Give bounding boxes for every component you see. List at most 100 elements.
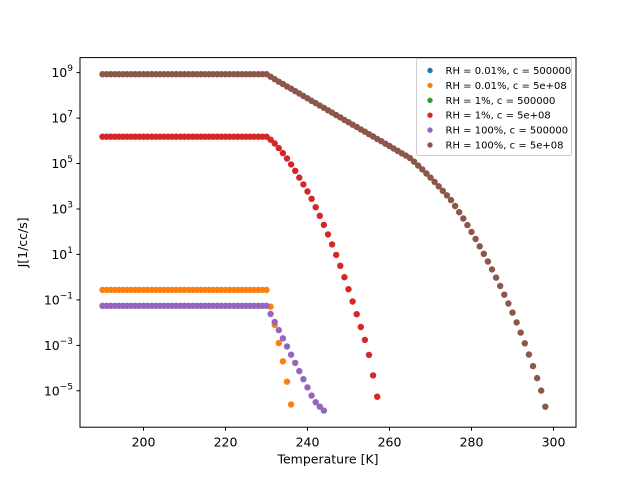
data-point [320, 221, 328, 229]
x-tick-label: 220 [214, 435, 238, 450]
data-point [410, 158, 418, 165]
data-point [283, 343, 291, 350]
data-point [427, 174, 434, 181]
y-tick-label: 109 [51, 64, 73, 80]
y-tick-label: 107 [51, 110, 73, 126]
data-point [275, 339, 282, 347]
data-point [419, 166, 426, 173]
legend-label: RH = 0.01%, c = 5e+08 [446, 81, 567, 92]
legend-label: RH = 100%, c = 5e+08 [446, 141, 564, 152]
data-point [464, 221, 471, 229]
data-point [279, 335, 287, 342]
data-point [492, 274, 500, 281]
data-point [333, 251, 340, 259]
data-point [439, 187, 446, 194]
data-point [304, 188, 311, 195]
data-point [529, 362, 537, 370]
data-point [361, 336, 369, 344]
data-point [468, 228, 475, 236]
legend [416, 58, 572, 156]
x-tick-label: 240 [296, 435, 320, 450]
data-point [296, 174, 303, 181]
data-point [476, 243, 483, 250]
data-point [263, 286, 270, 294]
y-tick-label: 105 [51, 155, 73, 171]
data-point [320, 407, 328, 414]
data-point [292, 167, 299, 174]
data-point [324, 231, 332, 238]
data-point [460, 215, 467, 222]
data-point [287, 161, 295, 168]
data-point [263, 302, 270, 309]
legend-swatch [427, 82, 433, 89]
data-point [275, 326, 282, 334]
legend-label: RH = 100%, c = 500000 [446, 126, 569, 137]
x-tick-label: 260 [378, 435, 402, 450]
data-point [497, 282, 504, 290]
x-tick-label: 300 [542, 435, 566, 450]
data-point [341, 274, 348, 281]
data-point [513, 319, 520, 326]
data-point [447, 196, 455, 204]
data-point [365, 351, 373, 359]
data-point [300, 181, 307, 188]
data-point [312, 399, 319, 406]
data-point [472, 235, 479, 243]
data-point [423, 170, 430, 177]
data-point [271, 140, 278, 147]
y-tick-label: 10−3 [44, 337, 73, 353]
data-point [431, 178, 438, 186]
y-tick-label: 10−5 [44, 382, 73, 398]
data-point [435, 183, 442, 190]
data-point [374, 393, 381, 400]
data-point [517, 329, 524, 336]
data-point [480, 250, 487, 257]
data-point [287, 401, 295, 408]
data-point [369, 372, 377, 379]
data-point [267, 136, 274, 143]
x-axis-label: Temperature [K] [276, 452, 378, 467]
data-point [308, 392, 315, 399]
data-point [316, 212, 323, 219]
x-tick-label: 200 [132, 435, 156, 450]
data-point [304, 384, 311, 391]
data-point [451, 202, 459, 210]
data-point [267, 310, 274, 318]
data-point [484, 258, 492, 265]
data-point [283, 378, 291, 385]
data-point [406, 154, 414, 162]
legend-swatch [427, 127, 433, 133]
y-tick-label: 10−1 [44, 291, 73, 307]
legend-swatch [427, 97, 433, 104]
data-point [296, 367, 303, 375]
data-point [345, 286, 352, 293]
data-point [509, 309, 516, 316]
plot-border [79, 57, 577, 428]
data-point [505, 300, 512, 307]
data-point [542, 403, 549, 410]
data-point [533, 374, 541, 382]
data-point [456, 209, 463, 216]
data-point [443, 192, 451, 199]
data-point [357, 323, 364, 331]
legend-swatch [427, 142, 433, 148]
data-point [328, 241, 336, 248]
data-point [488, 266, 496, 273]
y-axis-label: J[1/cc/s] [15, 217, 30, 268]
data-point [283, 155, 291, 162]
y-tick-label: 101 [51, 246, 73, 262]
legend-label: RH = 0.01%, c = 500000 [446, 66, 572, 77]
legend-label: RH = 1%, c = 500000 [446, 96, 556, 107]
x-tick-label: 280 [460, 435, 484, 450]
legend-swatch [427, 112, 433, 118]
data-point [279, 149, 287, 157]
data-point [312, 204, 319, 211]
data-point [287, 351, 295, 358]
data-point [275, 144, 282, 152]
y-tick-label: 103 [51, 201, 73, 217]
legend-label: RH = 1%, c = 5e+08 [446, 111, 551, 122]
data-point [501, 291, 508, 298]
data-point [349, 298, 356, 305]
